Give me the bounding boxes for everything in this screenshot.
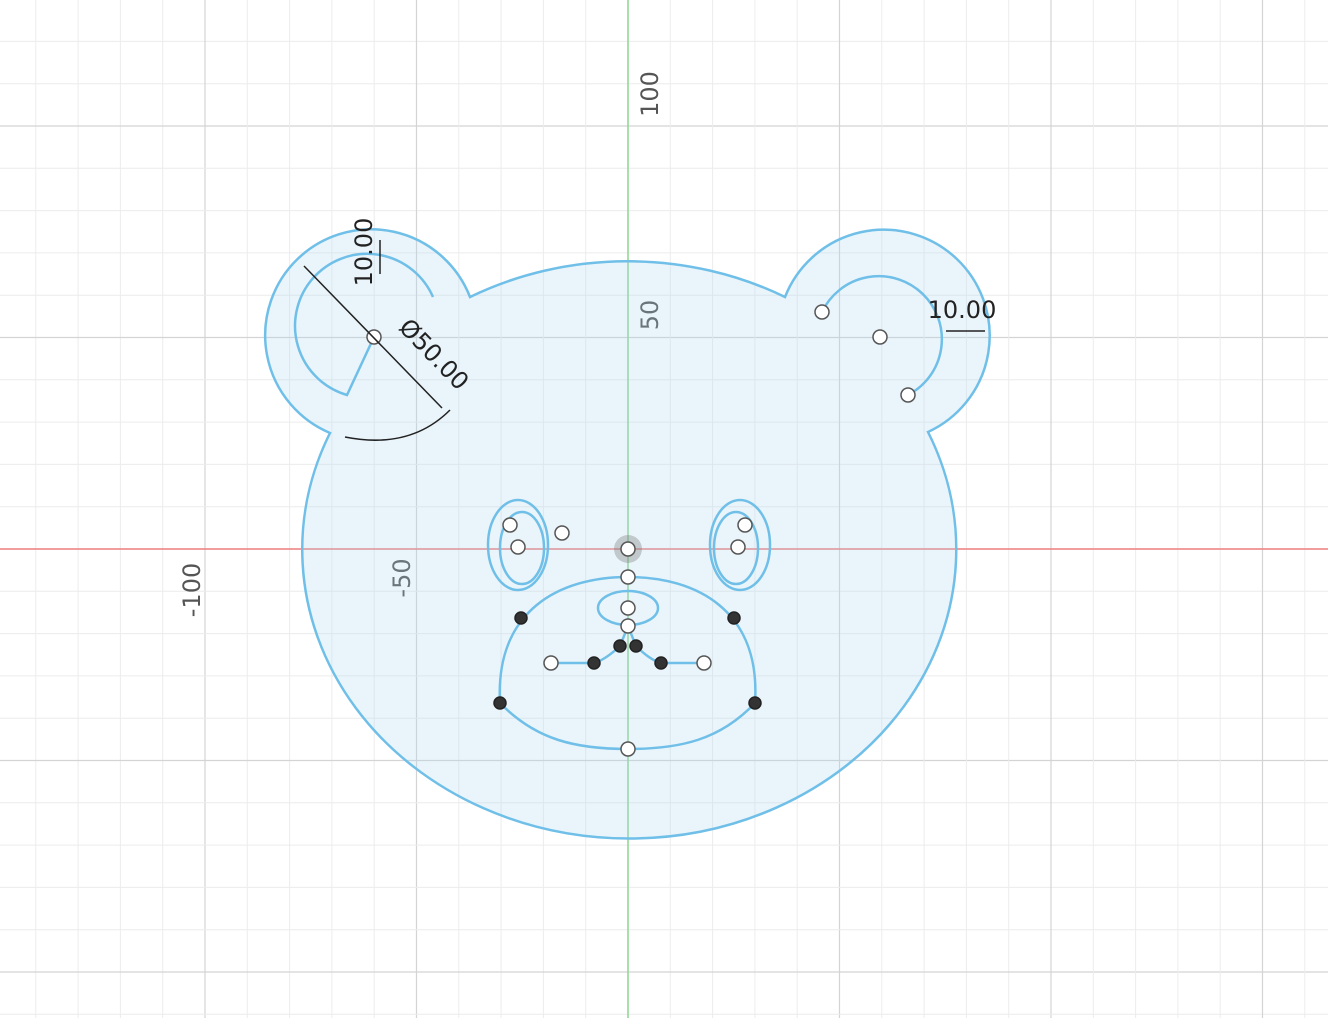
fixed-point[interactable] <box>748 696 762 710</box>
point[interactable] <box>696 655 712 671</box>
axis-label: 100 <box>636 71 664 117</box>
point[interactable] <box>620 569 636 585</box>
point[interactable] <box>620 600 636 616</box>
point[interactable] <box>543 655 559 671</box>
point[interactable] <box>737 517 753 533</box>
point[interactable] <box>554 525 570 541</box>
fixed-point[interactable] <box>654 656 668 670</box>
fixed-point[interactable] <box>587 656 601 670</box>
point[interactable] <box>502 517 518 533</box>
point[interactable] <box>730 539 746 555</box>
dimension-line <box>344 409 451 441</box>
point[interactable] <box>872 329 888 345</box>
fixed-point[interactable] <box>727 611 741 625</box>
axis-label: -50 <box>388 558 416 597</box>
fixed-point[interactable] <box>493 696 507 710</box>
fixed-point[interactable] <box>613 639 627 653</box>
point[interactable] <box>510 539 526 555</box>
fixed-point[interactable] <box>629 639 643 653</box>
muzzle[interactable] <box>498 575 757 751</box>
dimension-line <box>303 265 443 409</box>
axis-label: 50 <box>636 300 664 331</box>
left-inner-ear[interactable] <box>293 252 435 397</box>
sketch-points <box>366 304 916 757</box>
point[interactable] <box>900 387 916 403</box>
left-eye[interactable] <box>486 498 550 592</box>
left-eye-inner[interactable] <box>498 510 546 586</box>
fixed-point[interactable] <box>514 611 528 625</box>
point[interactable] <box>814 304 830 320</box>
dimension-label[interactable]: 10.00 <box>350 218 378 287</box>
point[interactable] <box>620 741 636 757</box>
axis-label: -100 <box>178 563 206 617</box>
right-eye[interactable] <box>708 498 772 592</box>
bear-outline[interactable] <box>263 228 991 840</box>
dimension-label[interactable]: 10.00 <box>928 296 997 324</box>
right-inner-ear[interactable] <box>820 274 944 397</box>
point[interactable] <box>620 618 636 634</box>
point[interactable] <box>620 541 636 557</box>
right-eye-inner[interactable] <box>712 510 760 586</box>
